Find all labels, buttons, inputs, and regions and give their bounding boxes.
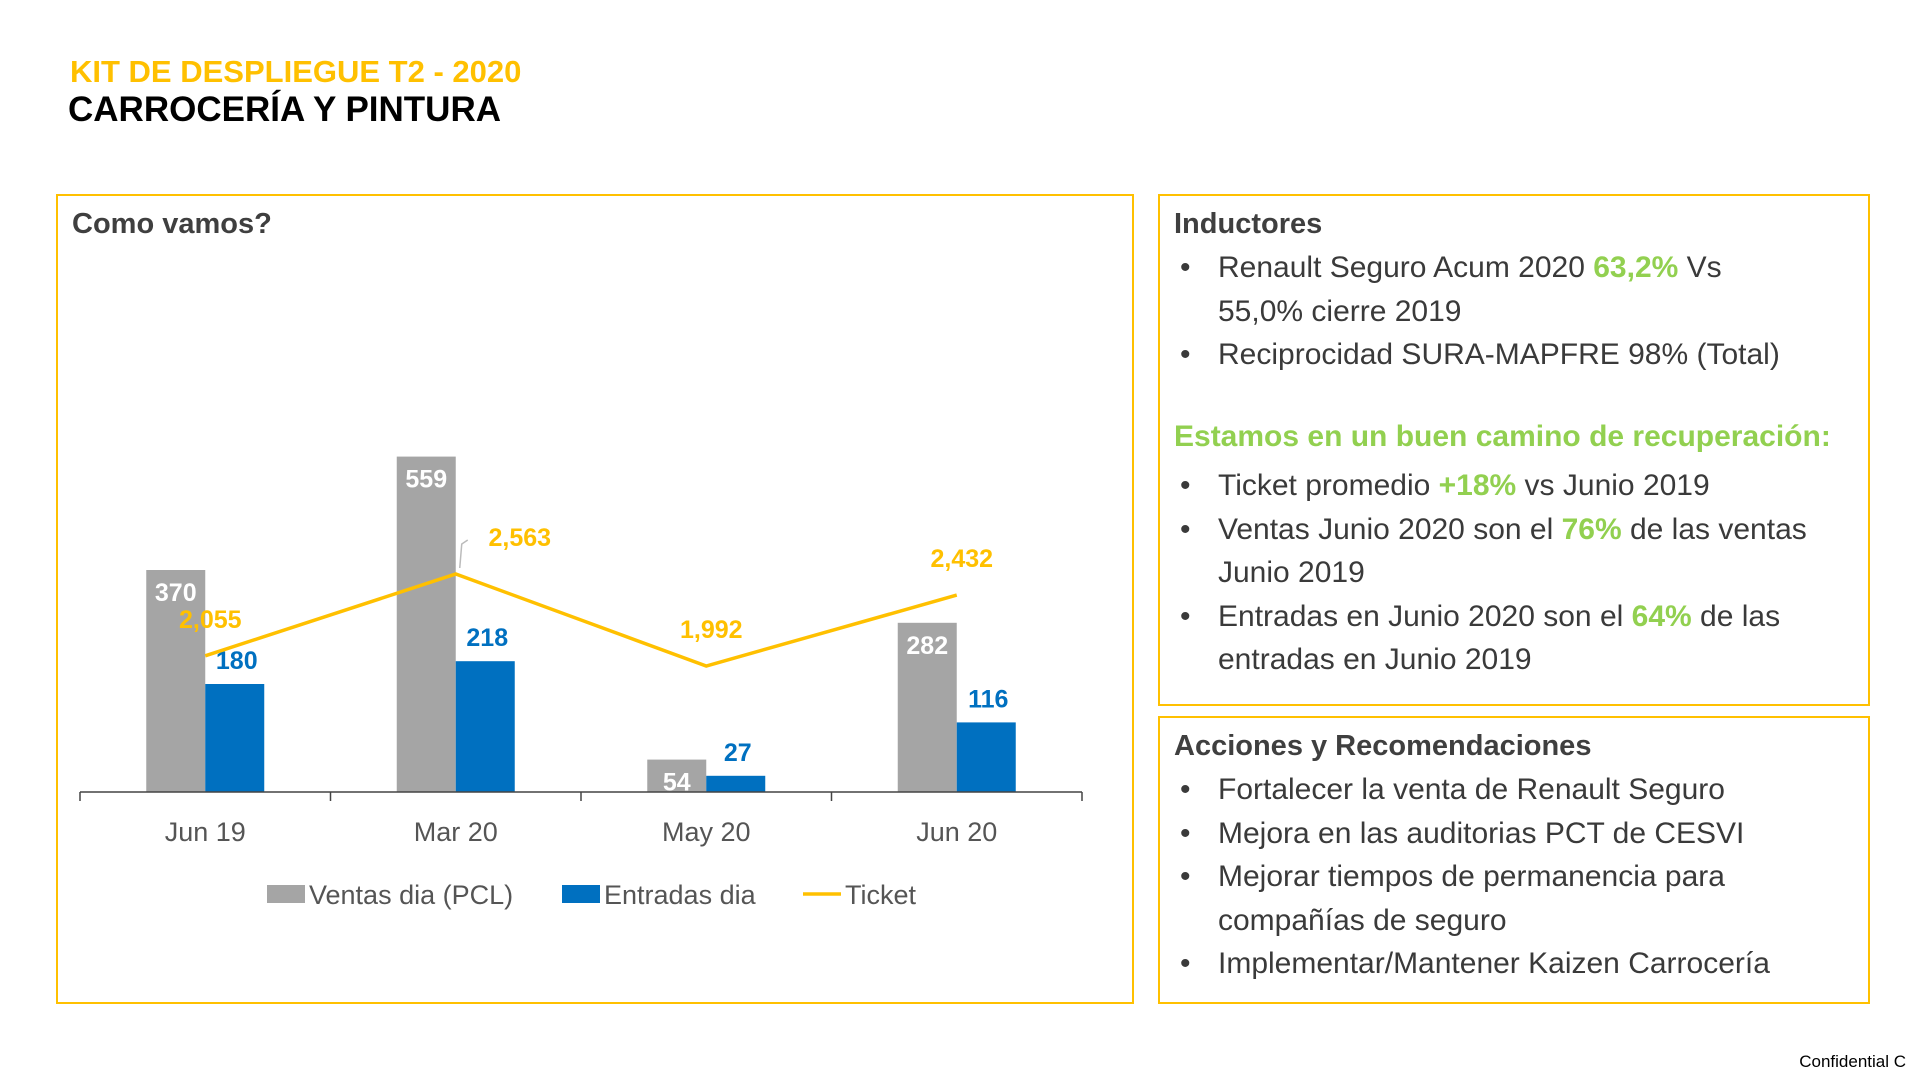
x-tick-label: May 20 [662,817,751,847]
recovery-list: • Ticket promedio +18% vs Junio 2019 • Vent… [1174,464,1858,682]
highlight-value: +18% [1438,469,1517,502]
bar-ventas [146,570,206,792]
inductor-item: • Reciprocidad SURA-MAPFRE 98% (Total) [1174,333,1858,377]
kit-title: KIT DE DESPLIEGUE T2 - 2020 [70,54,522,89]
bullet-icon: • [1180,816,1191,850]
bar-entradas [956,722,1016,792]
bar-ventas [897,622,957,792]
data-label-ticket: 2,055 [179,606,242,634]
highlight-value: 76% [1561,512,1622,546]
x-tick-label: Mar 20 [414,817,498,847]
inductor-item: • Renault Seguro Acum 2020 63,2% Vs 55,0% … [1174,246,1858,333]
recovery-item-continuation: entradas en Junio 2019 [1218,643,1532,676]
bar-entradas [205,684,265,792]
legend-swatch [562,885,600,903]
accion-item: • Mejorar tiempos de permanencia para comp… [1174,855,1858,942]
confidential-label: Confidential C [1799,1052,1906,1071]
legend-label: Entradas dia [604,880,757,910]
accion-item: • Mejora en las auditorias PCT de CESVI [1174,812,1858,856]
x-tick-label: Jun 20 [916,817,997,847]
acciones-panel: Acciones y Recomendaciones • Fortalecer l… [1158,716,1870,1004]
bullet-icon: • [1180,251,1191,284]
inductor-item-continuation: 55,0% cierre 2019 [1218,294,1462,328]
data-label-ticket: 2,563 [488,524,551,552]
bullet-icon: • [1180,947,1191,980]
recovery-item-text: Entradas en Junio 2020 son el 64% de las [1218,599,1781,633]
bullet-icon: • [1180,469,1191,502]
bullet-icon: • [1180,773,1191,806]
accion-item: • Fortalecer la venta de Renault Seguro [1174,768,1858,812]
data-label-ventas: 282 [906,632,948,660]
accion-item-text: Fortalecer la venta de Renault Seguro [1218,773,1725,806]
page-title: CARROCERÍA Y PINTURA [68,90,502,129]
accion-item-text: Implementar/Mantener Kaizen Carrocería [1218,947,1770,980]
legend-label: Ventas dia (PCL) [309,880,513,910]
data-label-ventas: 370 [155,579,197,607]
recovery-heading: Estamos en un buen camino de recuperació… [1174,420,1831,453]
recovery-item-text: Ticket promedio +18% vs Junio 2019 [1218,469,1710,502]
inductores-panel: Inductores • Renault Seguro Acum 2020 63,… [1158,194,1870,706]
accion-item-text: Mejorar tiempos de permanencia para [1218,860,1725,893]
data-label-ticket: 1,992 [680,616,743,644]
inductor-item-text: Renault Seguro Acum 2020 63,2% Vs [1218,251,1722,284]
bar-entradas [706,775,766,792]
bar-entradas [455,661,515,792]
ticket-line [204,572,958,668]
data-label-entradas: 116 [968,685,1008,713]
legend-label: Ticket [845,880,917,910]
bar-ventas [396,456,456,792]
accion-item: • Implementar/Mantener Kaizen Carrocería [1174,942,1858,986]
data-label-ticket: 2,432 [930,545,993,573]
chart-panel: 370 559 54 282 180 218 27 116 Jun 19 Mar 20 May 20… [56,194,1134,1004]
bar-ventas [647,759,707,792]
data-label-entradas: 218 [466,624,508,652]
label-leader-line [459,539,469,569]
inductores-list: • Renault Seguro Acum 2020 63,2% Vs 55,0% … [1174,246,1858,377]
recovery-item-continuation: Junio 2019 [1218,556,1365,589]
inductores-title: Inductores [1174,208,1323,240]
inductor-item-text: Reciprocidad SURA-MAPFRE 98% (Total) [1218,338,1780,371]
recovery-item-text: Ventas Junio 2020 son el 76% de las vent… [1218,512,1807,546]
chart-panel-title: Como vamos? [72,208,272,240]
bullet-icon: • [1180,512,1191,546]
highlight-value: 64% [1631,599,1692,633]
x-tick-label: Jun 19 [165,817,246,847]
bullet-icon: • [1180,599,1191,633]
data-label-entradas: 27 [724,739,752,767]
accion-item-text: Mejora en las auditorias PCT de CESVI [1218,816,1745,850]
data-label-ventas: 559 [405,466,447,494]
acciones-list: • Fortalecer la venta de Renault Seguro • M… [1174,768,1858,986]
acciones-title: Acciones y Recomendaciones [1174,730,1592,762]
recovery-item: • Entradas en Junio 2020 son el 64% de la… [1174,595,1858,682]
recovery-item: • Ventas Junio 2020 son el 76% de las ven… [1174,508,1858,595]
legend-swatch [267,885,305,903]
recovery-item: • Ticket promedio +18% vs Junio 2019 [1174,464,1858,508]
bullet-icon: • [1180,338,1191,371]
highlight-value: 63,2% [1593,251,1679,284]
bullet-icon: • [1180,860,1191,893]
accion-item-continuation: compañías de seguro [1218,903,1507,937]
